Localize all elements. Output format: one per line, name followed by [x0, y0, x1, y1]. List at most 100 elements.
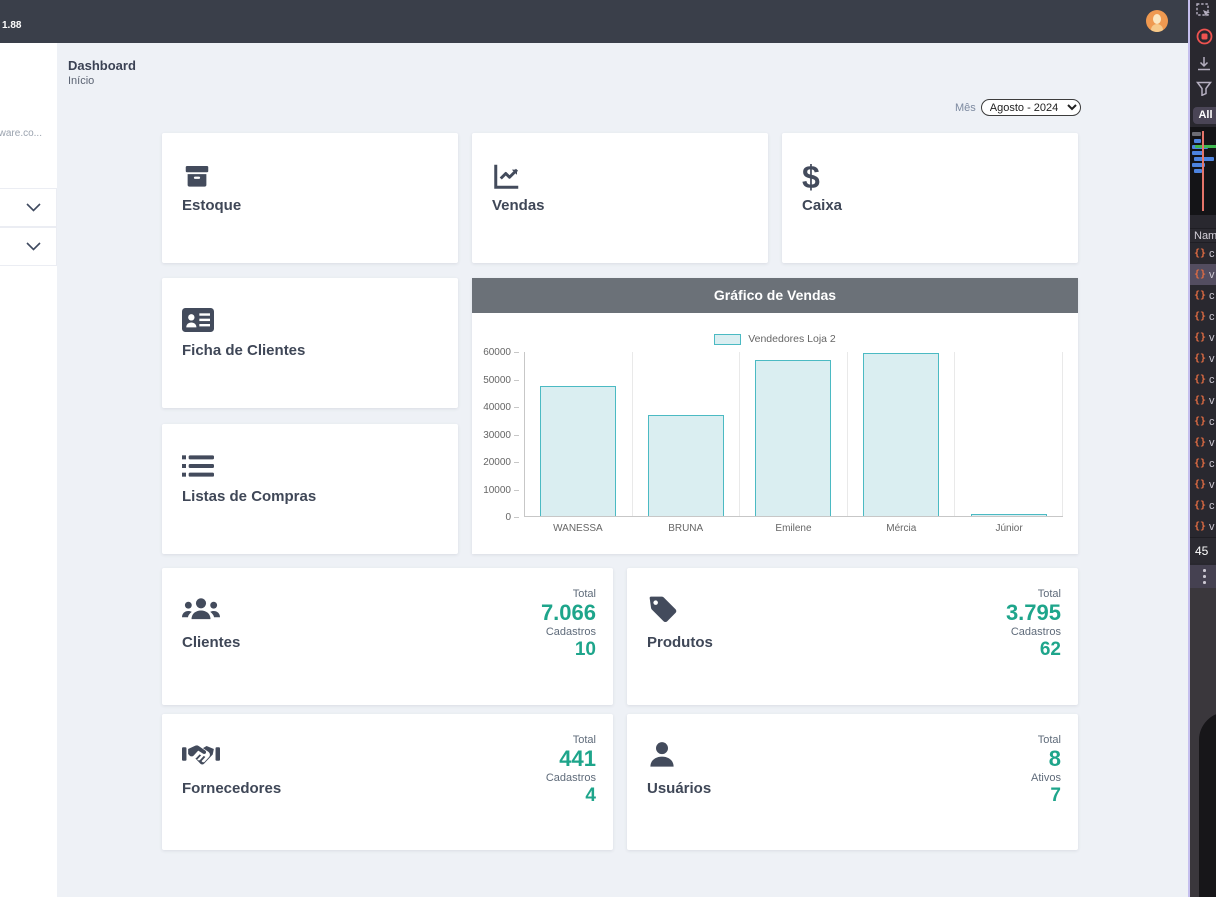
bar-BRUNA[interactable]: [647, 414, 724, 516]
nav-card-listas-de-compras[interactable]: Listas de Compras: [162, 424, 458, 554]
stat-row-value: 7.066: [540, 600, 596, 625]
request-row[interactable]: {} c: [1190, 243, 1216, 264]
request-name: c: [1209, 373, 1215, 386]
chart-category-cell: [633, 352, 741, 516]
devtools-lower-area: [1190, 588, 1216, 897]
version-label: 1.88: [2, 20, 22, 31]
breadcrumb: Início: [68, 75, 95, 87]
request-name: c: [1209, 499, 1215, 512]
month-select[interactable]: Agosto - 2024: [980, 99, 1081, 116]
stat-card-label: Fornecedores: [182, 780, 282, 797]
nav-card-ficha-de-clientes[interactable]: Ficha de Clientes: [162, 278, 458, 408]
stat-row-value: 4: [585, 785, 596, 806]
json-file-icon: {}: [1194, 269, 1207, 280]
archive-icon: [182, 161, 214, 193]
y-tick-label: 40000: [472, 402, 519, 413]
inspect-element-icon[interactable]: [1196, 3, 1212, 19]
request-row[interactable]: {} v: [1190, 516, 1216, 537]
stat-row-label: Total: [572, 588, 596, 600]
request-row[interactable]: {} c: [1190, 411, 1216, 432]
json-file-icon: {}: [1194, 416, 1207, 427]
sales-chart-card: Gráfico de Vendas Vendedores Loja 2 0 100…: [472, 278, 1078, 554]
request-name: v: [1209, 394, 1215, 407]
chart-legend[interactable]: Vendedores Loja 2: [472, 333, 1078, 345]
stat-card-label: Usuários: [647, 780, 712, 797]
filter-icon[interactable]: [1196, 81, 1212, 97]
request-row[interactable]: {} c: [1190, 285, 1216, 306]
stat-row-label: Cadastros: [545, 772, 596, 784]
stat-card-label: Produtos: [647, 634, 713, 651]
json-file-icon: {}: [1194, 248, 1207, 259]
request-name: v: [1209, 520, 1215, 533]
bar-Mércia[interactable]: [863, 352, 940, 516]
bar-WANESSA[interactable]: [540, 385, 617, 516]
sidebar: ware.co...: [0, 43, 57, 897]
stat-card-produtos[interactable]: Produtos Total 3.795 Cadastros 62: [627, 568, 1078, 705]
sidebar-brand-text: ware.co...: [0, 128, 42, 139]
kebab-menu-button[interactable]: [1190, 565, 1216, 588]
overview-timestamp-line: [1202, 131, 1204, 211]
request-name: c: [1209, 289, 1215, 302]
stat-card-clientes[interactable]: Clientes Total 7.066 Cadastros 10: [162, 568, 613, 705]
bar-Júnior[interactable]: [970, 514, 1047, 516]
avatar-head-shape: [1153, 14, 1161, 24]
request-count: 45: [1190, 537, 1216, 563]
user-avatar[interactable]: [1146, 10, 1168, 32]
nav-card-label: Estoque: [182, 197, 242, 214]
network-overview-chart[interactable]: [1190, 127, 1216, 215]
avatar-body-shape: [1151, 24, 1163, 32]
request-row[interactable]: {} v: [1190, 348, 1216, 369]
nav-card-label: Ficha de Clientes: [182, 342, 306, 359]
chart-category-cell: [740, 352, 848, 516]
page-title: Dashboard: [68, 58, 136, 73]
x-tick-label: Emilene: [775, 523, 812, 534]
stat-row-value: 10: [574, 639, 596, 660]
request-row[interactable]: {} c: [1190, 369, 1216, 390]
request-row[interactable]: {} v: [1190, 474, 1216, 495]
legend-swatch: [714, 333, 742, 345]
request-name: c: [1209, 415, 1215, 428]
top-navbar: 1.88: [0, 0, 1188, 43]
overview-bar: [1192, 163, 1205, 167]
y-tick-label: 30000: [472, 430, 519, 441]
overview-bar: [1194, 157, 1214, 161]
record-stop-icon[interactable]: [1196, 28, 1213, 45]
stat-row-value: 7: [1050, 785, 1061, 806]
nav-card-label: Vendas: [492, 197, 545, 214]
sidebar-accordion-item-1[interactable]: [0, 188, 57, 227]
request-row[interactable]: {} v: [1190, 264, 1216, 285]
stat-card-usuarios[interactable]: Usuários Total 8 Ativos 7: [627, 714, 1078, 850]
stat-row-value: 441: [559, 746, 596, 771]
nav-card-estoque[interactable]: Estoque: [162, 133, 458, 263]
id-card-icon: [182, 306, 214, 338]
request-row[interactable]: {} v: [1190, 432, 1216, 453]
devtools-panel: All Nam {} c{} v{} c{} c{} v{} v{} c{} v{} c{} v{}…: [1188, 0, 1216, 897]
y-tick-label: 0: [472, 512, 519, 523]
nav-card-caixa[interactable]: $ Caixa: [782, 133, 1078, 263]
month-filter: Mês Agosto - 2024: [955, 99, 1081, 116]
column-header-name[interactable]: Nam: [1190, 228, 1216, 243]
chart-category-cell: [848, 352, 956, 516]
bar-Emilene[interactable]: [755, 359, 832, 516]
request-row[interactable]: {} c: [1190, 453, 1216, 474]
json-file-icon: {}: [1194, 290, 1207, 301]
request-row[interactable]: {} c: [1190, 306, 1216, 327]
sidebar-accordion-item-2[interactable]: [0, 227, 57, 266]
request-row[interactable]: {} v: [1190, 327, 1216, 348]
overview-bar: [1192, 151, 1203, 155]
stat-card-fornecedores[interactable]: Fornecedores Total 441 Cadastros 4: [162, 714, 613, 850]
stat-row-label: Ativos: [1031, 772, 1061, 784]
json-file-icon: {}: [1194, 500, 1207, 511]
download-har-icon[interactable]: [1196, 56, 1212, 72]
user-icon: [647, 740, 685, 774]
x-tick-label: WANESSA: [553, 523, 603, 534]
filter-all-button[interactable]: All: [1193, 107, 1216, 124]
request-name: c: [1209, 457, 1215, 470]
request-row[interactable]: {} c: [1190, 495, 1216, 516]
request-list: {} c{} v{} c{} c{} v{} v{} c{} v{} c{} v{} c{} v{} c{…: [1190, 243, 1216, 537]
x-tick-label: Mércia: [886, 523, 917, 534]
nav-card-vendas[interactable]: Vendas: [472, 133, 768, 263]
y-tick-label: 50000: [472, 375, 519, 386]
request-row[interactable]: {} v: [1190, 390, 1216, 411]
stat-row-value: 8: [1048, 746, 1061, 771]
